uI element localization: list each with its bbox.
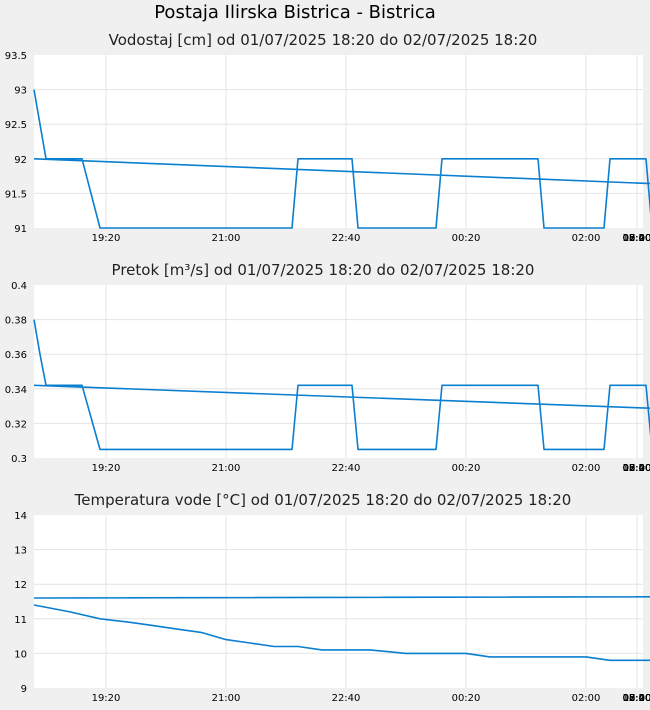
x-tick-label: 12:00	[623, 463, 650, 474]
x-tick-label: 22:40	[332, 693, 361, 704]
x-tick-label: 17:00	[623, 463, 650, 474]
chart-title: Temperatura vode [°C] od 01/07/2025 18:2…	[74, 491, 572, 509]
y-tick-label: 0.4	[11, 281, 27, 292]
x-tick-label: 22:40	[332, 233, 361, 244]
y-tick-label: 0.34	[5, 385, 27, 396]
series-line	[33, 319, 650, 451]
chart-title: Pretok [m³/s] od 01/07/2025 18:20 do 02/…	[112, 261, 535, 279]
x-tick-label: 03:40	[623, 693, 650, 704]
x-tick-label: 10:20	[623, 233, 650, 244]
series-line	[33, 89, 650, 229]
x-tick-label: 10:20	[623, 693, 650, 704]
chart-title: Vodostaj [cm] od 01/07/2025 18:20 do 02/…	[109, 31, 538, 49]
y-tick-label: 13	[14, 546, 27, 557]
x-tick-label: 02:00	[572, 693, 601, 704]
x-tick-label: 00:20	[452, 463, 481, 474]
y-tick-label: 10	[14, 649, 27, 660]
x-tick-label: 10:20	[623, 463, 650, 474]
series-line	[33, 595, 650, 662]
x-tick-label: 21:00	[212, 233, 241, 244]
x-tick-label: 12:00	[623, 233, 650, 244]
x-tick-label: 15:20	[623, 463, 650, 474]
x-tick-label: 15:20	[623, 233, 650, 244]
x-tick-label: 00:20	[452, 233, 481, 244]
y-tick-label: 91	[14, 224, 27, 235]
x-tick-label: 05:20	[623, 463, 650, 474]
x-tick-label: 17:00	[623, 693, 650, 704]
y-tick-label: 0.38	[5, 316, 27, 327]
y-tick-label: 92	[14, 155, 27, 166]
x-tick-label: 13:40	[623, 693, 650, 704]
x-tick-label: 02:00	[572, 463, 601, 474]
x-tick-label: 19:20	[92, 463, 121, 474]
y-tick-label: 9	[21, 684, 27, 695]
x-tick-label: 17:00	[623, 233, 650, 244]
plot-area	[34, 55, 643, 228]
x-tick-label: 19:20	[92, 233, 121, 244]
x-tick-label: 07:00	[623, 693, 650, 704]
x-tick-label: 13:40	[623, 463, 650, 474]
x-tick-label: 08:40	[623, 463, 650, 474]
x-tick-label: 08:40	[623, 233, 650, 244]
x-tick-label: 13:40	[623, 233, 650, 244]
x-tick-label: 07:00	[623, 463, 650, 474]
y-tick-label: 92.5	[5, 120, 27, 131]
plot-area	[34, 515, 643, 688]
x-tick-label: 21:00	[212, 693, 241, 704]
y-tick-label: 0.36	[5, 350, 27, 361]
y-tick-label: 93	[14, 86, 27, 97]
y-tick-label: 0.3	[11, 454, 27, 465]
y-tick-label: 91.5	[5, 189, 27, 200]
x-tick-label: 08:40	[623, 693, 650, 704]
x-tick-label: 12:00	[623, 693, 650, 704]
x-tick-label: 05:20	[623, 233, 650, 244]
x-tick-label: 07:00	[623, 233, 650, 244]
x-tick-label: 03:40	[623, 233, 650, 244]
x-tick-label: 19:20	[92, 693, 121, 704]
x-tick-label: 18:20	[623, 463, 650, 474]
x-tick-label: 05:20	[623, 693, 650, 704]
x-tick-label: 18:20	[623, 693, 650, 704]
x-tick-label: 22:40	[332, 463, 361, 474]
x-tick-label: 03:40	[623, 463, 650, 474]
y-tick-label: 14	[14, 511, 27, 522]
plot-area	[34, 285, 643, 458]
x-tick-label: 02:00	[572, 233, 601, 244]
x-tick-label: 15:20	[623, 693, 650, 704]
y-tick-label: 93.5	[5, 51, 27, 62]
y-tick-label: 11	[14, 615, 27, 626]
y-tick-label: 12	[14, 580, 27, 591]
y-tick-label: 0.32	[5, 419, 27, 430]
page-title: Postaja Ilirska Bistrica - Bistrica	[154, 2, 436, 23]
x-tick-label: 18:20	[623, 233, 650, 244]
x-tick-label: 21:00	[212, 463, 241, 474]
x-tick-label: 00:20	[452, 693, 481, 704]
